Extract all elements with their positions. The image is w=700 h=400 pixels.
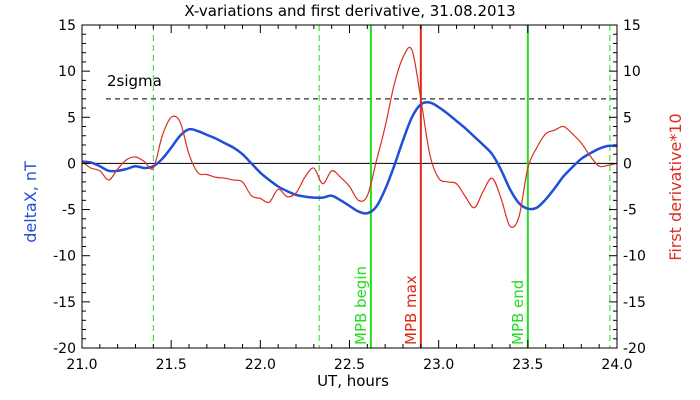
x-tick-label: 22.0	[245, 357, 276, 373]
y-tick-label-left: 15	[58, 18, 76, 34]
y-tick-label-left: 0	[67, 156, 76, 172]
x-tick-label: 23.5	[512, 357, 543, 373]
y-tick-label-right: -10	[623, 249, 646, 265]
y-tick-label-right: -20	[623, 341, 646, 357]
derivative-series-line	[81, 46, 618, 228]
x-axis-label: UT, hours	[317, 372, 389, 390]
y-tick-label-right: -15	[623, 295, 646, 311]
x-tick-label: 21.0	[66, 357, 97, 373]
x-tick-label: 21.5	[156, 357, 187, 373]
vertical-marker-label: MPB end	[509, 280, 527, 345]
y-tick-label-right: 5	[623, 110, 632, 126]
chart-title: X-variations and first derivative, 31.08…	[184, 2, 515, 20]
vertical-marker-label: MPB max	[402, 275, 420, 345]
y-tick-label-left: -20	[53, 341, 76, 357]
y-tick-label-left: -15	[53, 295, 76, 311]
deltax-series-line	[81, 101, 618, 215]
left-axis-label: deltaX, nT	[21, 161, 40, 243]
threshold-label: 2sigma	[107, 72, 162, 90]
y-tick-label-left: 5	[67, 110, 76, 126]
y-tick-label-right: 15	[623, 18, 641, 34]
x-tick-label: 23.0	[423, 357, 454, 373]
x-tick-label: 24.0	[601, 357, 632, 373]
y-tick-label-left: -10	[53, 249, 76, 265]
y-tick-label-right: -5	[623, 203, 637, 219]
x-tick-label: 22.5	[334, 357, 365, 373]
y-tick-label-left: -5	[62, 203, 76, 219]
y-tick-label-right: 10	[623, 64, 641, 80]
right-axis-label: First derivative*10	[666, 113, 685, 260]
y-tick-label-right: 0	[623, 156, 632, 172]
chart-layer: MPB begin MPB max MPB end 21.0 21.5 22.0 22.5 2…	[53, 18, 646, 373]
vertical-marker-label: MPB begin	[352, 266, 370, 345]
y-tick-label-left: 10	[58, 64, 76, 80]
